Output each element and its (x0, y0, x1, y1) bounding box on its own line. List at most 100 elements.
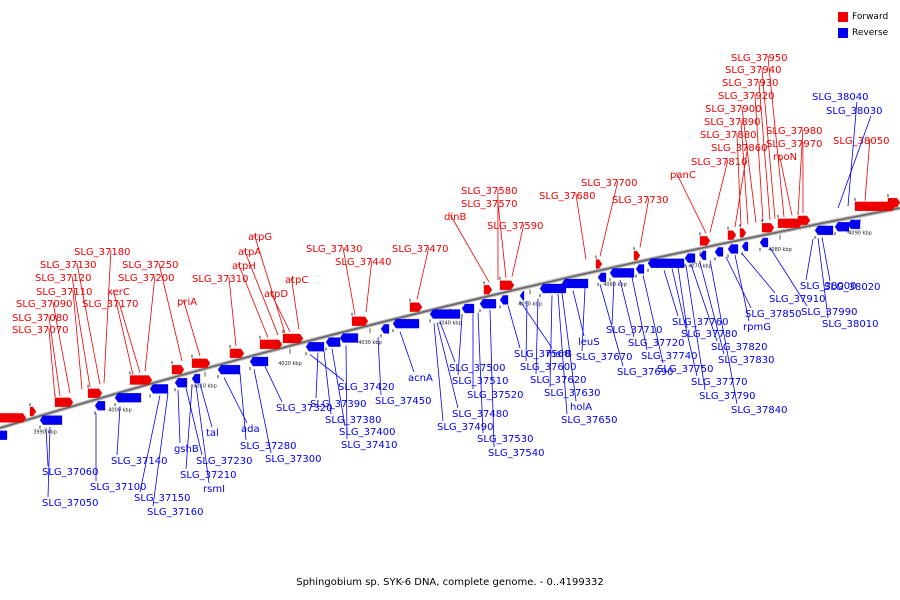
forward-leader (71, 275, 91, 388)
reverse-gene-label: SLG_37520 (467, 390, 523, 401)
forward-gene-label: panC (670, 170, 696, 181)
reverse-leader (525, 301, 528, 362)
forward-gene-label: SLG_37730 (612, 195, 668, 206)
forward-gene-label: SLG_37680 (539, 191, 595, 202)
forward-gene (595, 259, 603, 269)
reverse-leader (139, 395, 161, 493)
forward-gene-label: SLG_38050 (833, 136, 889, 147)
forward-swatch (838, 12, 848, 22)
forward-leader (864, 138, 871, 201)
reverse-leader (847, 101, 858, 207)
reverse-leader (741, 253, 776, 294)
reverse-gene (174, 378, 188, 388)
legend-forward: Forward (838, 9, 888, 25)
reverse-gene (305, 342, 325, 352)
axis-tick-label: 4040 kbp (438, 320, 462, 326)
forward-gene-label: SLG_37970 (766, 139, 822, 150)
reverse-gene (114, 393, 142, 403)
reverse-leader (699, 262, 725, 355)
reverse-gene (325, 337, 341, 347)
reverse-gene (714, 247, 724, 257)
axis-tick-label: 4030 kbp (358, 340, 382, 346)
forward-leader (183, 299, 201, 357)
axis-tick-label: 4060 kbp (603, 282, 627, 288)
forward-gene-label: SLG_37470 (392, 244, 448, 255)
reverse-gene-label: SLG_37650 (561, 415, 617, 426)
reverse-gene (217, 364, 241, 375)
reverse-gene-label: SLG_37540 (488, 448, 544, 459)
reverse-gene (249, 356, 269, 367)
reverse-gene-label: SLG_37160 (147, 507, 203, 518)
reverse-swatch (838, 28, 848, 38)
axis-tick-label: 4010 kbp (193, 384, 217, 390)
forward-leader (416, 246, 430, 300)
reverse-leader (323, 350, 332, 415)
reverse-leader (185, 387, 203, 456)
forward-gene (739, 228, 747, 238)
reverse-leader (457, 316, 463, 376)
reverse-gene-label: holA (570, 402, 592, 413)
forward-leader (244, 249, 279, 336)
forward-leader (254, 234, 286, 334)
forward-leader (103, 249, 112, 384)
reverse-gene-label: SLG_37500 (449, 363, 505, 374)
reverse-leader (690, 264, 718, 342)
forward-leader (740, 119, 749, 225)
reverse-gene (597, 272, 607, 283)
forward-leader (497, 201, 507, 278)
reverse-leader (572, 290, 585, 337)
reverse-gene-label: tal (206, 428, 219, 439)
forward-gene-label: priA (177, 297, 197, 308)
axis-tick-label: 4020 kbp (278, 361, 302, 367)
forward-gene (797, 215, 811, 226)
reverse-gene-label: SLG_37750 (657, 364, 713, 375)
forward-gene (54, 397, 74, 407)
reverse-leader (377, 337, 382, 396)
reverse-gene-label: rsmI (203, 484, 225, 495)
reverse-leader (116, 406, 121, 456)
forward-gene-label: SLG_37940 (725, 65, 781, 76)
reverse-gene-label: SLG_38020 (824, 282, 880, 293)
reverse-gene (699, 250, 707, 260)
legend: Forward Reverse (838, 9, 888, 41)
forward-leader (118, 301, 141, 373)
reverse-leader (557, 293, 568, 415)
reverse-gene-label: SLG_37300 (265, 454, 321, 465)
reverse-gene-label: SLG_37280 (240, 441, 296, 452)
forward-gene-label: atpG (248, 232, 272, 243)
reverse-leader (223, 377, 248, 424)
forward-gene-label: SLG_37120 (35, 273, 91, 284)
reverse-gene (635, 264, 645, 274)
reverse-gene (814, 225, 834, 236)
forward-gene-label: SLG_37700 (581, 178, 637, 189)
forward-gene-label: atpD (264, 289, 288, 300)
reverse-leader (725, 256, 752, 309)
forward-gene (409, 302, 423, 312)
reverse-leader (264, 366, 283, 403)
reverse-leader (685, 265, 706, 391)
forward-gene (633, 250, 641, 261)
forward-gene-label: atpA (238, 247, 261, 258)
reverse-gene-label: SLG_37060 (42, 467, 98, 478)
reverse-gene (609, 268, 635, 278)
reverse-gene-label: SLG_37510 (452, 376, 508, 387)
forward-gene (777, 218, 803, 228)
forward-leader (734, 145, 749, 228)
reverse-gene-label: SLG_37400 (339, 427, 395, 438)
reverse-leader (345, 345, 348, 440)
reverse-leader (581, 287, 586, 352)
forward-leader (72, 289, 83, 390)
reverse-leader (436, 322, 459, 409)
reverse-leader (177, 390, 181, 444)
reverse-leader (709, 260, 738, 405)
reverse-gene (847, 219, 861, 230)
forward-gene-label: SLG_37980 (766, 126, 822, 137)
forward-gene (191, 358, 211, 368)
forward-gene-label: SLG_37170 (82, 299, 138, 310)
forward-leader (48, 327, 56, 398)
reverse-leader (477, 312, 484, 434)
forward-leader (158, 262, 183, 362)
reverse-gene (834, 222, 850, 232)
forward-gene-label: SLG_37590 (487, 221, 543, 232)
reverse-gene (339, 333, 359, 343)
